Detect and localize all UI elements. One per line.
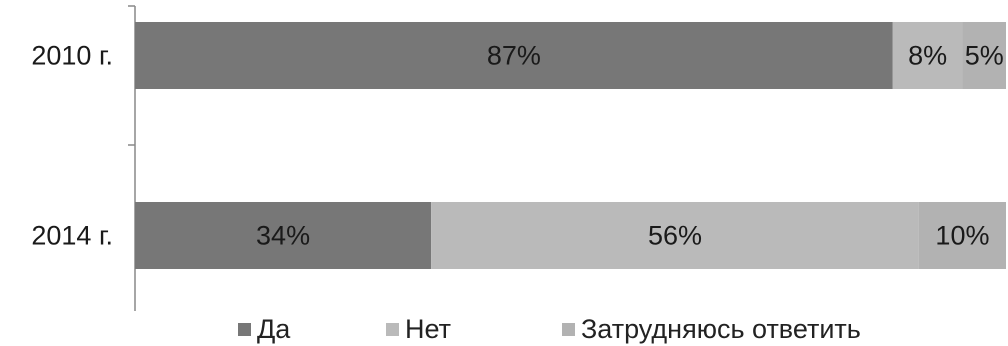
legend-item: Нет bbox=[386, 312, 451, 346]
legend-label: Да bbox=[257, 313, 291, 344]
bar-segment bbox=[135, 22, 893, 89]
category-label: 2014 г. bbox=[31, 221, 113, 251]
data-label: 5% bbox=[965, 41, 1004, 71]
data-label: 34% bbox=[256, 221, 310, 251]
legend-label: Затрудняюсь ответить bbox=[581, 313, 861, 344]
stacked-bar-chart: 2010 г. 87% 8% 5% 2014 г. 34% 56% 10% bbox=[31, 5, 1006, 311]
data-label: 56% bbox=[648, 221, 702, 251]
bar-segment bbox=[892, 22, 963, 89]
data-label: 8% bbox=[908, 41, 947, 71]
data-label: 10% bbox=[935, 221, 989, 251]
legend-label: Нет bbox=[405, 313, 451, 344]
legend-item: Да bbox=[238, 312, 290, 346]
legend-item: Затрудняюсь ответить bbox=[562, 312, 861, 346]
bar-segment bbox=[135, 202, 432, 269]
bar-segment bbox=[962, 22, 1006, 89]
bar-segment bbox=[431, 202, 919, 269]
data-label: 87% bbox=[487, 41, 541, 71]
bar-segment bbox=[918, 202, 1006, 269]
chart-legend: Да Нет Затрудняюсь ответить bbox=[0, 312, 1008, 346]
legend-swatch bbox=[562, 322, 575, 336]
category-label: 2010 г. bbox=[31, 41, 113, 71]
legend-swatch bbox=[386, 322, 399, 336]
legend-swatch bbox=[238, 322, 251, 336]
